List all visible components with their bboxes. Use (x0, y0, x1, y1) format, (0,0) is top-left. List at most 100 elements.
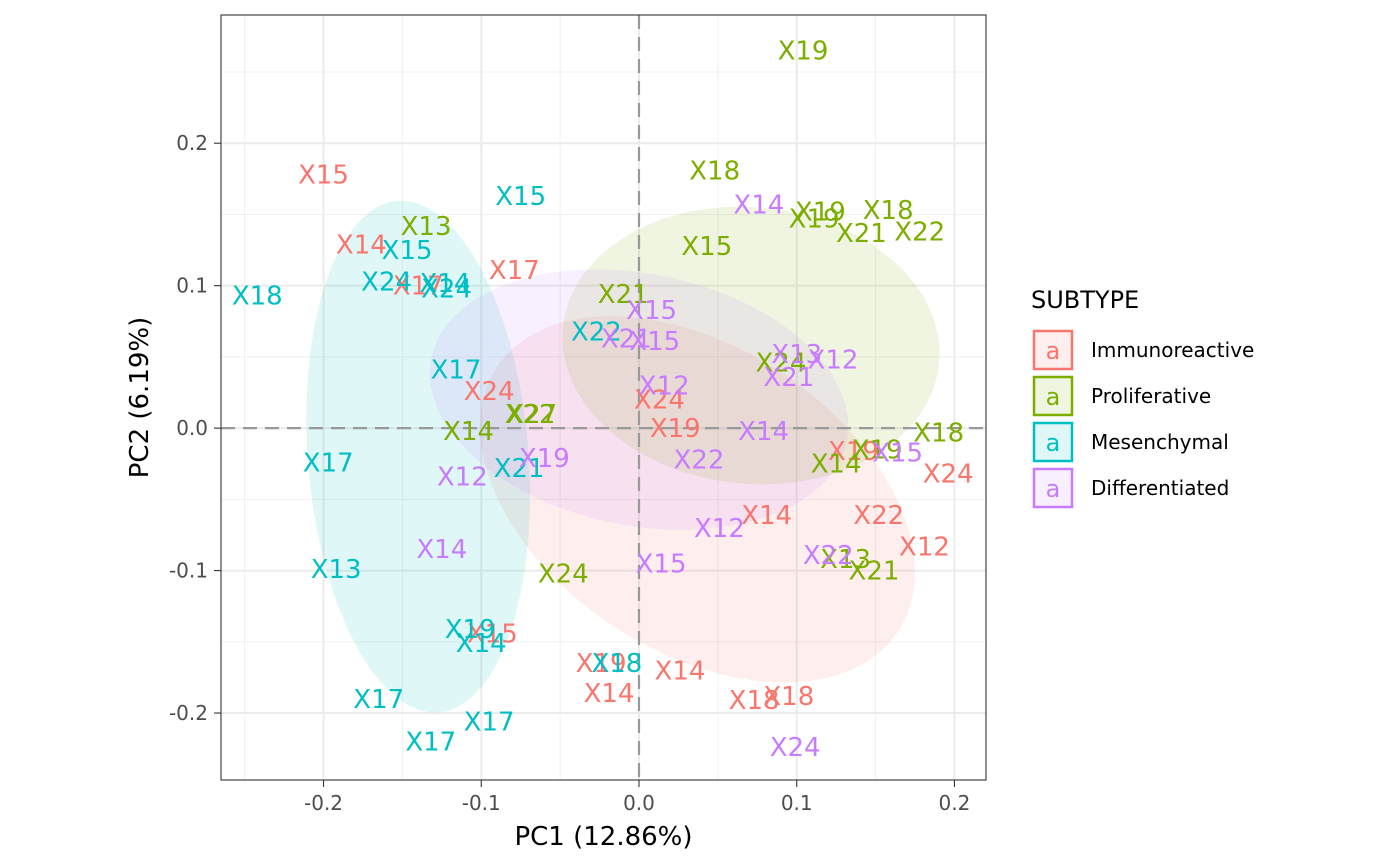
point-label: X19 (445, 615, 496, 645)
legend-label-differentiated: Differentiated (1091, 476, 1229, 500)
point-label: X15 (467, 619, 518, 649)
y-tick-label: 0.1 (176, 274, 208, 298)
point-label: X18 (729, 686, 780, 716)
point-label: X21 (601, 324, 652, 354)
legend-label-mesenchymal: Mesenchymal (1091, 430, 1229, 454)
x-tick-label: 0.2 (939, 791, 971, 815)
point-label: X12 (899, 532, 950, 562)
legend-key-glyph: a (1046, 475, 1061, 503)
point-label: X15 (382, 236, 433, 266)
legend-key-glyph: a (1046, 383, 1061, 411)
point-label: X14 (741, 501, 792, 531)
panel-border (220, 14, 987, 781)
point-label: X13 (771, 340, 822, 370)
legend-title: SUBTYPE (1031, 286, 1139, 314)
point-label: X17 (405, 728, 456, 758)
ellipse-proliferative (562, 206, 940, 485)
legend-key-bg (1032, 375, 1074, 417)
point-label: X21 (598, 280, 649, 310)
legend: SUBTYPE a Immunoreactive a Proliferative a Me… (1031, 286, 1254, 509)
x-tick-label: 0.1 (781, 791, 813, 815)
point-label: X12 (639, 371, 690, 401)
y-tick-label: -0.2 (169, 701, 208, 725)
point-label: X14 (336, 230, 387, 260)
point-label: X27 (506, 400, 557, 430)
legend-key-differentiated (1032, 467, 1074, 509)
point-label: X24 (464, 377, 515, 407)
legend-items: a Immunoreactive a Proliferative a Mesenchyma… (1032, 329, 1254, 509)
point-label: X15 (626, 296, 677, 326)
point-label: X14 (811, 450, 862, 480)
group-ellipses (306, 200, 940, 713)
point-label: X24 (538, 559, 589, 589)
point-label: X24 (923, 460, 974, 490)
point-label: X19 (519, 444, 570, 474)
point-label: X19 (828, 437, 879, 467)
point-label: X15 (629, 327, 680, 357)
legend-key-bg (1032, 421, 1074, 463)
legend-key-immunoreactive (1032, 329, 1074, 371)
point-label: X15 (872, 438, 923, 468)
y-tick-label: -0.1 (169, 559, 208, 583)
point-label: X24 (770, 733, 821, 763)
y-tick-label: 0.0 (176, 416, 208, 440)
point-label: X14 (416, 535, 467, 565)
point-label: X14 (443, 417, 494, 447)
x-tick-label: 0.0 (623, 791, 655, 815)
point-label: X22 (571, 317, 622, 347)
point-label: X17 (431, 356, 482, 386)
point-label: X14 (733, 190, 784, 220)
point-label: X13 (820, 545, 871, 575)
point-label: X14 (420, 269, 471, 299)
point-label: X17 (464, 708, 515, 738)
legend-label-proliferative: Proliferative (1091, 384, 1211, 408)
point-label: X21 (836, 219, 887, 249)
point-label: X14 (584, 679, 635, 709)
point-label: X19 (795, 198, 846, 228)
x-tick-label: -0.2 (304, 791, 343, 815)
point-label: X18 (689, 156, 740, 186)
point-label: X22 (853, 501, 904, 531)
legend-key-glyph: a (1046, 429, 1061, 457)
point-label: X19 (778, 37, 829, 67)
legend-key-bg (1032, 329, 1074, 371)
point-label: X24 (634, 386, 685, 416)
point-label: X12 (694, 514, 745, 544)
point-label: X22 (803, 541, 854, 571)
point-label: X13 (311, 555, 362, 585)
point-label: X18 (591, 649, 642, 679)
point-label: X17 (393, 272, 444, 302)
legend-key-bg (1032, 467, 1074, 509)
point-label: X18 (232, 282, 283, 312)
legend-key-proliferative (1032, 375, 1074, 417)
x-axis: -0.2 -0.1 0.0 0.1 0.2 (304, 780, 970, 815)
legend-label-immunoreactive: Immunoreactive (1091, 338, 1254, 362)
point-label: X21 (494, 454, 545, 484)
point-label: X19 (576, 649, 627, 679)
point-label: X17 (353, 685, 404, 715)
reference-lines (221, 15, 986, 780)
legend-key-mesenchymal (1032, 421, 1074, 463)
point-label: X22 (673, 445, 724, 475)
point-label: X21 (849, 557, 900, 587)
grid-major (221, 15, 986, 780)
ellipse-immunoreactive (479, 316, 915, 683)
point-label: X18 (913, 418, 964, 448)
point-label: X22 (505, 400, 556, 430)
point-label: X14 (738, 417, 789, 447)
point-label: X18 (763, 682, 814, 712)
point-label: X14 (456, 629, 507, 659)
x-axis-title: PC1 (12.86%) (514, 822, 692, 852)
point-label: X15 (636, 549, 687, 579)
ellipse-mesenchymal (306, 200, 531, 713)
point-label: X17 (489, 256, 540, 286)
point-label: X13 (401, 212, 452, 242)
point-label: X15 (298, 161, 349, 191)
y-axis-title: PC2 (6.19%) (125, 317, 155, 479)
point-label: X14 (655, 656, 706, 686)
point-label: X12 (437, 463, 488, 493)
point-label: X19 (650, 414, 701, 444)
